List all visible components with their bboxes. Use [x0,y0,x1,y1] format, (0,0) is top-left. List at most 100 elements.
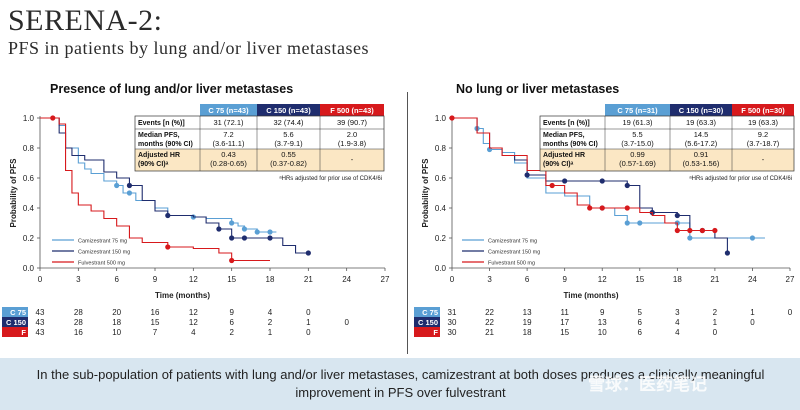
p1-series-f500-line [40,117,270,262]
p1-risk-label: C 150 [6,318,26,327]
p1-table-cell: - [351,155,354,164]
p1-series-c150-censor [267,235,273,241]
p1-series-c75-line [40,117,277,233]
p1-risk-value: 4 [191,328,196,337]
p2-x-tick-label: 21 [710,275,719,284]
p2-risk-value: 30 [448,328,457,337]
p1-table-footnote: ᵃHRs adjusted for prior use of CDK4/6i [279,176,382,182]
p1-risk-value: 0 [306,308,311,317]
p1-series-c150-censor [305,250,311,256]
p2-series-c150-censor [674,212,680,219]
p1-x-axis-label: Time (months) [155,291,210,300]
p1-risk-value: 6 [229,318,234,327]
p2-risk-value: 30 [448,318,457,327]
p2-y-tick-label: 0.6 [435,174,447,183]
p2-risk-value: 9 [600,308,605,317]
p2-series-c75-censor [624,220,630,226]
p2-risk-value: 22 [485,318,494,327]
p2-table-header-cell [670,104,732,116]
p2-x-tick-label: 24 [748,275,757,284]
p1-table-cell: (3.7-9.1) [274,139,303,148]
p2-series-c150-censor [524,172,530,178]
p2-table-cell: 9.2 [758,130,768,139]
p2-table-cell: 0.91 [694,150,709,159]
p1-x-tick-label: 6 [114,275,119,284]
p1-series-c150-censor [241,235,248,241]
p2-x-tick-label: 27 [786,275,795,284]
p2-table-border [539,115,795,172]
p2-risk-value: 13 [598,318,607,327]
p2-risk-label-bg [414,317,440,327]
p2-series-c150-censor [624,182,630,189]
p1-table-header-c150: C 150 (n=43) [266,106,311,115]
p2-y-axis-label: Probability of PFS [421,158,430,228]
p1-y-tick-label: 0.8 [23,144,35,153]
p1-risk-label: F [21,328,26,337]
p1-risk-value: 12 [189,318,198,327]
p1-series-c75-censor [126,190,133,196]
p2-risk-value: 21 [485,328,494,337]
p2-risk-value: 2 [713,308,718,317]
p1-series-c75-censor [267,229,273,235]
p2-table-cell: (5.6-17.2) [685,139,718,148]
p1-risk-value: 7 [153,328,158,337]
p2-risk-value: 10 [598,328,607,337]
p1-y-tick-label: 1.0 [23,114,35,123]
slide-title: SERENA-2: [8,4,163,37]
p1-risk-value: 2 [229,328,234,337]
caption-box [0,358,800,410]
p2-series-c75-censor [637,220,643,226]
p1-x-tick-label: 21 [304,275,313,284]
p1-legend-label: Camizestrant 150 mg [78,250,130,256]
p1-table-hr-row-bg [135,149,384,171]
p1-series-f500-censor [165,244,171,250]
p2-series-c150-censor [562,178,568,184]
p2-risk-value: 19 [523,318,532,327]
p2-table-cell: - [762,155,765,164]
p2-series-f500-censor [687,227,693,234]
p2-table-cell: 19 (63.3) [748,118,779,127]
p1-table-border [134,115,385,172]
p1-risk-value: 1 [268,328,273,337]
p2-table-cell: (0.57-1.69) [619,159,656,168]
p2-table-row-label: Median PFS, [543,132,585,139]
p1-x-tick-label: 0 [38,275,43,284]
slide-subtitle: PFS in patients by lung and/or liver met… [8,38,369,58]
caption-text: In the sub-population of patients with l… [36,367,765,400]
p1-y-tick-label: 0.2 [23,234,35,243]
p1-series-c150-censor [126,182,133,189]
p2-series-f500-line [452,117,715,232]
p1-series-c75-censor [114,182,120,189]
p2-legend-label: Camizestrant 150 mg [488,250,540,256]
p1-risk-label-bg [2,317,28,327]
p2-table-cell: 19 (63.3) [686,118,717,127]
p1-table-cell: (1.9-3.8) [338,139,367,148]
p1-risk-value: 10 [112,328,121,337]
p2-series-f500-censor [712,227,718,234]
p1-x-tick-label: 9 [153,275,158,284]
p1-y-tick-label: 0.6 [23,174,35,183]
p1-table-row-label: (90% CI)ᵃ [138,161,169,168]
p2-table-header-c75: C 75 (n=31) [617,106,658,115]
p2-series-f500-censor [624,205,630,211]
p1-table-cell: (0.37-0.82) [270,159,307,168]
p1-risk-value: 1 [306,318,311,327]
p1-x-tick-label: 12 [189,275,198,284]
p2-table-hr-row-bg [540,149,794,171]
p1-table-row-label: Events [n (%)] [138,120,185,127]
p1-y-tick-label: 0.4 [23,204,35,213]
panel-divider [407,92,408,354]
p2-legend-label: Camizestrant 75 mg [488,239,537,245]
p1-series-f500-censor [229,257,235,264]
p1-table-cell: 0.43 [221,150,236,159]
p2-series-f500-censor [587,205,593,211]
p2-risk-label-bg [414,327,440,337]
p2-table-cell: 5.5 [632,130,642,139]
p2-table-row-label: (90% CI)ᵃ [543,161,574,168]
p1-table-row-label: Adjusted HR [138,152,180,159]
p1-risk-value: 4 [268,308,273,317]
p2-table-cell: (3.7-15.0) [621,139,654,148]
p1-table-cell: 32 (74.4) [273,118,304,127]
p1-risk-value: 28 [74,308,83,317]
p1-risk-value: 15 [151,318,160,327]
